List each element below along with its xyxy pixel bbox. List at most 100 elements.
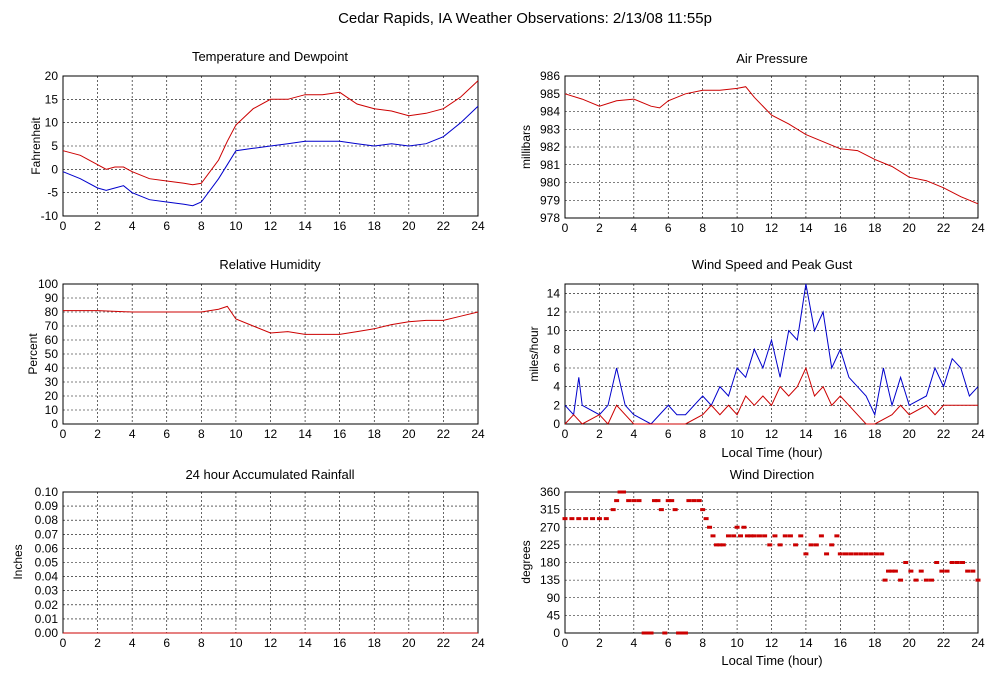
data-point [651,499,657,503]
series-line-0 [63,305,479,335]
series-line-0 [564,283,979,425]
data-point [837,552,843,556]
plot-frame [564,75,979,219]
data-point [710,534,716,538]
y-tick-label: 0 [51,417,58,431]
data-point [576,517,582,521]
y-tick-label: 983 [540,122,560,136]
x-tick-label: 24 [971,221,985,235]
x-tick-label: 8 [198,427,205,441]
y-tick-label: 45 [547,608,561,622]
y-tick-label: 0.08 [35,513,59,527]
chart-title: Temperature and Dewpoint [192,49,348,64]
x-tick-label: 18 [868,636,882,650]
data-point [868,552,874,556]
y-tick-label: -10 [41,209,59,223]
chart-title: Relative Humidity [219,257,321,272]
x-tick-label: 22 [437,636,451,650]
x-tick-label: 24 [471,636,485,650]
data-point [738,534,744,538]
y-tick-label: 985 [540,87,560,101]
x-tick-label: 8 [699,221,706,235]
plot-frame [564,283,979,425]
x-tick-label: 22 [937,221,951,235]
y-tick-label: 0.07 [35,527,59,541]
data-point [879,552,885,556]
data-point [658,508,664,512]
data-point [648,631,654,635]
y-tick-label: 984 [540,105,560,119]
x-tick-label: 14 [799,636,813,650]
x-tick-label: 20 [902,636,916,650]
x-tick-label: 22 [437,427,451,441]
x-tick-label: 0 [60,636,67,650]
x-tick-label: 20 [402,219,416,233]
y-tick-label: 40 [45,361,59,375]
x-tick-label: 4 [630,636,637,650]
x-tick-label: 10 [229,636,243,650]
x-tick-label: 12 [765,636,779,650]
x-axis-label: Local Time (hour) [721,445,822,460]
data-point [748,534,754,538]
x-tick-label: 2 [94,636,101,650]
y-tick-label: 0.04 [35,570,59,584]
x-tick-label: 10 [730,221,744,235]
data-point [686,499,692,503]
data-point [703,517,709,521]
data-point [853,552,859,556]
data-point [767,543,773,547]
y-tick-label: 315 [540,503,560,517]
y-tick-label: 4 [553,380,560,394]
data-point [913,578,919,582]
y-tick-label: 180 [540,556,560,570]
y-tick-label: 980 [540,176,560,190]
data-point [782,534,788,538]
data-point [842,552,848,556]
x-tick-label: 6 [163,219,170,233]
chart-air-pressure: Air Pressure millibars 0 2 4 6 8 10 12 14 16 18 20… [519,51,985,235]
data-point [898,578,904,582]
y-tick-label: 0 [553,417,560,431]
series-line-0 [62,80,479,186]
y-tick-label: 225 [540,538,560,552]
data-point [965,569,971,573]
x-tick-label: 20 [402,636,416,650]
y-tick-label: 10 [45,116,59,130]
data-point [700,508,706,512]
data-point [744,534,750,538]
x-tick-label: 14 [298,219,312,233]
data-point [949,561,955,564]
data-point [734,525,740,529]
y-tick-label: 20 [45,389,59,403]
x-tick-label: 16 [333,427,347,441]
x-tick-label: 12 [765,427,779,441]
y-tick-label: 15 [45,92,59,106]
data-point [886,569,892,573]
data-point [960,561,966,564]
y-tick-label: 70 [45,319,59,333]
data-point [923,578,929,582]
data-point [725,534,731,538]
chart-title: Air Pressure [736,51,808,66]
x-tick-label: 8 [198,636,205,650]
y-tick-label: 30 [45,375,59,389]
y-tick-label: 6 [553,361,560,375]
x-tick-label: 18 [368,219,382,233]
data-point [803,552,809,556]
data-point [641,631,647,635]
x-tick-label: 0 [562,221,569,235]
chart-title: Wind Speed and Peak Gust [692,257,853,272]
chart-wind-speed-gust: Wind Speed and Peak Gust miles/hour Loca… [527,257,985,460]
data-point [751,534,757,538]
data-point [772,534,778,538]
y-tick-label: 0.00 [35,626,59,640]
data-point [621,490,627,494]
y-tick-label: 5 [51,139,58,153]
x-tick-label: 2 [596,221,603,235]
x-tick-label: 18 [368,636,382,650]
data-point [682,631,688,635]
y-tick-label: 12 [547,305,561,319]
x-tick-label: 2 [596,427,603,441]
y-tick-label: 360 [540,485,560,499]
